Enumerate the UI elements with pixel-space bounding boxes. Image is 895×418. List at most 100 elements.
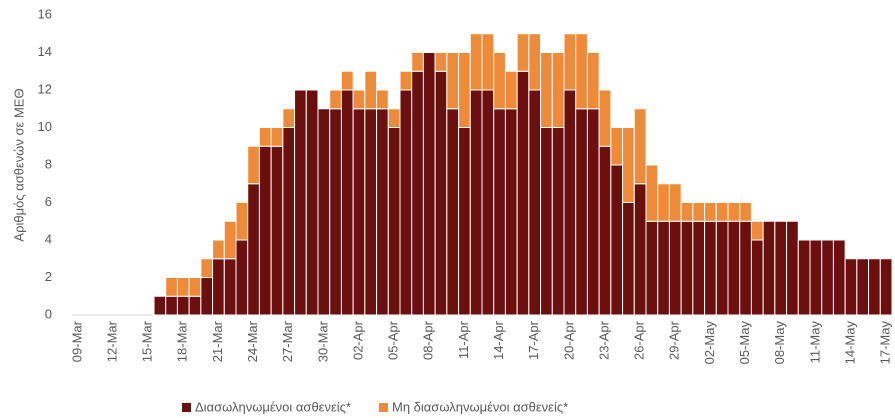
bar	[668, 220, 682, 316]
bar	[598, 89, 612, 147]
y-tick-label: 4	[45, 231, 52, 246]
x-tick-label: 08-Apr	[421, 320, 436, 360]
bar	[821, 239, 834, 316]
y-tick-label: 12	[38, 81, 52, 96]
bar	[399, 89, 413, 316]
bar	[516, 33, 530, 72]
bar	[340, 89, 354, 316]
bar	[528, 89, 542, 316]
x-tick-label: 15-Mar	[140, 320, 155, 362]
bar	[739, 202, 752, 222]
x-tick-label: 29-Apr	[667, 320, 682, 360]
bar	[856, 258, 870, 316]
bar	[563, 33, 577, 91]
bar	[282, 108, 296, 128]
bar	[294, 89, 307, 316]
bar	[200, 258, 214, 278]
y-tick-label: 16	[38, 6, 52, 21]
bar	[165, 295, 178, 316]
bar	[458, 52, 471, 128]
x-tick-label: 05-May	[737, 321, 752, 365]
bar	[352, 108, 366, 316]
bar	[247, 145, 260, 185]
bar	[844, 258, 858, 316]
bar	[364, 70, 378, 110]
bar	[387, 108, 401, 128]
bar	[551, 52, 565, 128]
bar	[633, 183, 647, 316]
bar	[352, 89, 366, 110]
x-tick-label: 11-May	[807, 321, 822, 364]
x-tick-label: 27-Mar	[280, 320, 295, 362]
bar	[668, 183, 682, 222]
bar	[516, 70, 530, 316]
bar	[622, 202, 635, 316]
bar	[493, 108, 506, 316]
bar	[680, 202, 694, 222]
bar	[340, 70, 354, 91]
bar	[563, 89, 577, 316]
bar	[200, 277, 214, 316]
bar	[329, 108, 342, 316]
bar	[832, 239, 846, 316]
x-tick-label: 02-May	[702, 321, 717, 365]
bar	[422, 52, 436, 316]
bar	[704, 220, 717, 316]
x-tick-label: 09-Mar	[69, 320, 84, 362]
bar	[540, 127, 553, 316]
x-tick-label: 02-Apr	[350, 320, 365, 360]
y-tick-label: 10	[38, 119, 52, 134]
bar	[434, 52, 448, 72]
bar	[715, 220, 729, 316]
bar	[376, 89, 389, 110]
y-tick-label: 14	[38, 44, 52, 59]
bar	[633, 108, 647, 185]
bar	[868, 258, 881, 316]
bar	[376, 108, 389, 316]
x-tick-label: 17-Apr	[526, 320, 541, 360]
bar	[610, 164, 624, 316]
bar	[469, 33, 483, 91]
bar	[645, 164, 659, 222]
bar	[176, 295, 190, 316]
bar	[575, 33, 588, 110]
bar	[809, 239, 823, 316]
bar	[774, 220, 788, 316]
bar	[270, 145, 284, 316]
bar	[575, 108, 588, 316]
bar	[657, 220, 670, 316]
bar	[434, 70, 448, 316]
x-tick-label: 20-Apr	[561, 320, 576, 360]
bar	[657, 183, 670, 222]
bar	[176, 277, 190, 297]
bar	[715, 202, 729, 222]
bar	[622, 127, 635, 203]
x-tick-label: 05-Apr	[386, 320, 401, 360]
bar	[411, 52, 424, 72]
bar	[469, 89, 483, 316]
y-tick-label: 0	[45, 306, 52, 321]
bar	[481, 89, 495, 316]
x-tick-label: 12-Mar	[104, 320, 119, 362]
bar	[165, 277, 178, 297]
bar	[762, 220, 776, 316]
x-tick-label: 26-Apr	[632, 320, 647, 360]
bar	[188, 295, 202, 316]
bar	[739, 220, 752, 316]
bar	[329, 89, 342, 110]
bar	[504, 108, 518, 316]
x-tick-label: 11-Apr	[456, 320, 471, 359]
x-tick-label: 14-Apr	[491, 320, 506, 360]
bar	[786, 220, 799, 316]
x-tick-label: 14-May	[842, 321, 857, 365]
bar	[223, 258, 237, 316]
bar	[153, 295, 167, 316]
bar	[879, 258, 893, 316]
bar	[750, 239, 764, 316]
bar	[317, 108, 331, 316]
bar	[750, 220, 764, 241]
bar	[528, 33, 542, 91]
x-tick-label: 18-Mar	[175, 320, 190, 362]
bar	[692, 202, 706, 222]
